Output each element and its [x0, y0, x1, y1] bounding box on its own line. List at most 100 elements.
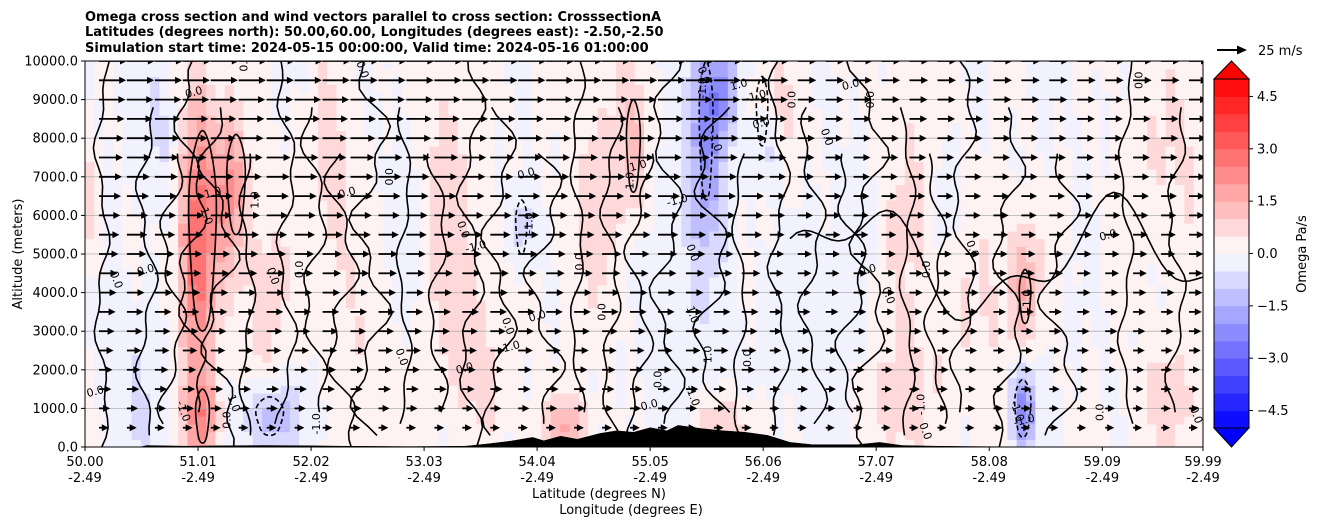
- omega-cell: [224, 338, 235, 348]
- omega-cell: [215, 423, 226, 433]
- omega-cell: [960, 277, 971, 286]
- omega-cell: [942, 161, 953, 170]
- omega-cell: [709, 184, 720, 193]
- omega-cell: [364, 331, 375, 340]
- omega-cell: [262, 238, 272, 247]
- omega-cell: [252, 84, 263, 93]
- omega-cell: [634, 199, 645, 209]
- omega-cell: [532, 215, 543, 224]
- omega-cell: [439, 161, 449, 170]
- omega-cell: [951, 130, 962, 139]
- omega-cell: [951, 122, 962, 132]
- omega-cell: [671, 292, 682, 301]
- omega-cell: [886, 284, 897, 294]
- omega-cell: [206, 338, 217, 348]
- omega-cell: [215, 315, 226, 325]
- omega-cell: [578, 284, 589, 294]
- omega-cell: [234, 362, 244, 371]
- omega-cell: [951, 246, 962, 255]
- omega-cell: [401, 292, 412, 301]
- omega-cell: [988, 99, 999, 108]
- omega-cell: [578, 261, 589, 271]
- omega-cell: [280, 377, 291, 386]
- omega-cell: [653, 207, 664, 216]
- omega-cell: [811, 346, 822, 355]
- omega-cell: [168, 107, 179, 116]
- omega-cell: [718, 207, 729, 216]
- omega-cell: [466, 369, 477, 379]
- omega-cell: [895, 362, 906, 371]
- omega-cell: [783, 138, 794, 147]
- omega-cell: [289, 362, 300, 371]
- omega-cell: [625, 284, 636, 294]
- omega-cell: [560, 331, 571, 340]
- omega-cell: [709, 61, 720, 70]
- omega-cell: [532, 346, 543, 355]
- omega-cell: [252, 315, 263, 325]
- omega-cell: [522, 338, 533, 348]
- omega-cell: [187, 423, 198, 433]
- omega-cell: [94, 323, 105, 332]
- omega-cell: [85, 91, 95, 101]
- omega-cell: [243, 199, 254, 209]
- omega-cell: [718, 331, 729, 340]
- omega-cell: [411, 84, 421, 93]
- omega-cell: [159, 400, 170, 409]
- omega-cell: [858, 91, 869, 101]
- omega-cell: [271, 277, 282, 286]
- omega-cell: [858, 277, 869, 286]
- omega-cell: [578, 277, 589, 286]
- omega-cell: [550, 362, 561, 371]
- omega-cell: [420, 161, 431, 170]
- omega-cell: [867, 76, 878, 85]
- omega-cell: [476, 122, 487, 132]
- omega-cell: [755, 331, 766, 340]
- omega-cell: [746, 122, 757, 132]
- omega-cell: [345, 362, 356, 371]
- omega-cell: [942, 238, 953, 247]
- omega-cell: [355, 369, 366, 379]
- omega-cell: [616, 176, 626, 186]
- omega-cell: [914, 207, 925, 216]
- omega-cell: [960, 122, 971, 132]
- omega-cell: [737, 223, 748, 232]
- omega-cell: [271, 91, 282, 101]
- omega-cell: [653, 362, 664, 371]
- omega-cell: [867, 145, 878, 155]
- omega-cell: [504, 68, 515, 78]
- omega-cell: [532, 284, 543, 294]
- omega-cell: [94, 254, 105, 263]
- omega-cell: [839, 392, 850, 402]
- omega-cell: [504, 292, 515, 301]
- omega-cell: [252, 354, 263, 363]
- omega-cell: [625, 130, 636, 139]
- omega-cell: [560, 346, 571, 355]
- omega-cell: [392, 107, 403, 116]
- omega-cell: [280, 338, 291, 348]
- omega-cell: [280, 385, 291, 394]
- omega-cell: [839, 431, 850, 440]
- omega-cell: [886, 300, 897, 309]
- omega-cell: [690, 68, 701, 78]
- omega-cell: [867, 246, 878, 255]
- omega-cell: [541, 261, 552, 271]
- omega-cell: [196, 107, 207, 116]
- omega-cell: [280, 292, 291, 301]
- omega-cell: [699, 169, 710, 178]
- omega-cell: [690, 138, 701, 147]
- omega-cell: [355, 215, 366, 224]
- omega-cell: [336, 408, 347, 417]
- omega-cell: [951, 254, 962, 263]
- omega-cell: [979, 277, 990, 286]
- omega-cell: [159, 300, 170, 309]
- omega-cell: [392, 408, 403, 417]
- omega-cell: [299, 416, 310, 425]
- omega-cell: [252, 308, 263, 317]
- omega-cell: [122, 392, 133, 402]
- omega-cell: [755, 223, 766, 232]
- omega-cell: [550, 130, 561, 139]
- omega-cell: [206, 400, 217, 409]
- omega-cell: [429, 184, 440, 193]
- omega-cell: [224, 261, 235, 271]
- omega-cell: [970, 292, 980, 301]
